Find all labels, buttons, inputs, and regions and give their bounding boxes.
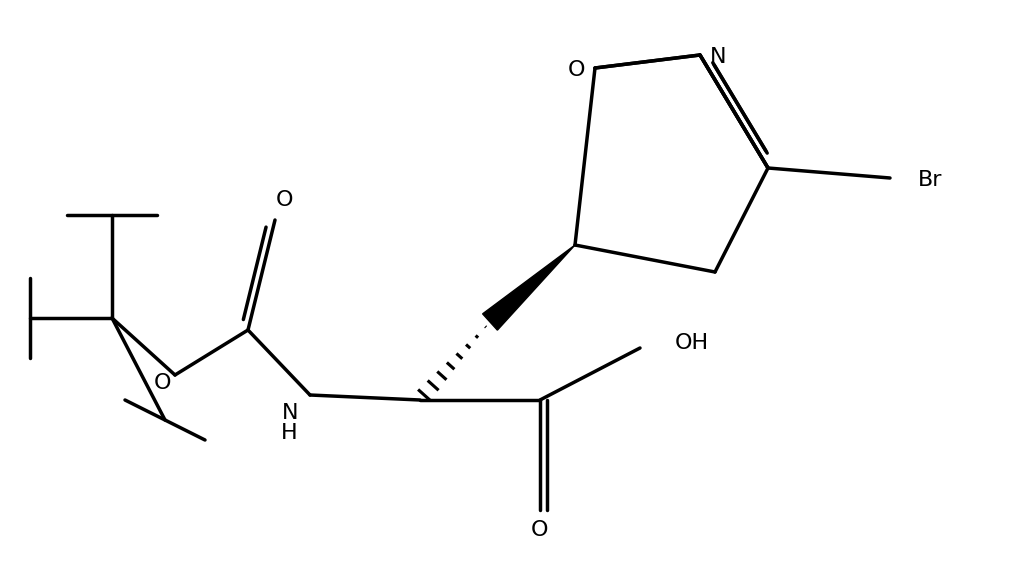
- Text: O: O: [568, 60, 585, 80]
- Text: O: O: [155, 373, 172, 393]
- Text: H: H: [281, 423, 298, 443]
- Text: Br: Br: [918, 170, 943, 190]
- Text: O: O: [531, 520, 549, 540]
- Text: N: N: [710, 47, 726, 67]
- Text: O: O: [276, 190, 294, 210]
- Text: N: N: [282, 403, 298, 423]
- Polygon shape: [483, 245, 575, 330]
- Text: OH: OH: [675, 333, 710, 353]
